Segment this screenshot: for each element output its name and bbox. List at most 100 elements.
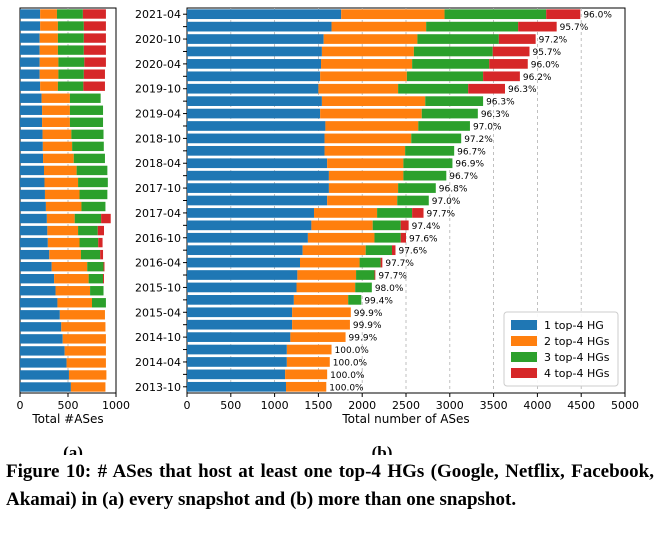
panel-a-bar-segment — [58, 57, 85, 67]
panel-a-bar-segment — [20, 201, 46, 212]
panel-b-bar-segment — [398, 183, 436, 193]
panel-a-bar-segment — [59, 310, 105, 320]
panel-a-bar-segment — [78, 177, 108, 188]
legend-label: 2 top-4 HGs — [544, 335, 610, 348]
panel-a-bar-segment — [83, 81, 105, 91]
panel-a-label: (a) — [63, 443, 83, 455]
panel-b-bar-label: 96.2% — [523, 73, 552, 83]
panel-b-y-tick-label: 2015-04 — [135, 306, 181, 319]
panel-b-x-tick-label: 5000 — [611, 399, 639, 412]
panel-a-bar-segment — [62, 334, 106, 344]
panel-a-bar-segment — [57, 33, 84, 43]
panel-a-bar-segment — [40, 21, 58, 31]
panel-b-bar-segment — [307, 232, 375, 243]
panel-b-y-tick-label: 2019-10 — [135, 83, 181, 96]
panel-b-bar-segment — [187, 96, 322, 106]
panel-b-bar-label: 97.6% — [398, 247, 427, 257]
panel-b-bar-segment — [331, 21, 427, 32]
panel-b-bar-segment — [314, 208, 378, 218]
figure-caption: Figure 10: # ASes that host at least one… — [6, 461, 654, 510]
panel-b-bar-segment — [187, 108, 321, 119]
panel-a-bar-segment — [97, 225, 104, 236]
panel-a-bar-segment — [88, 274, 104, 284]
panel-b-bar-segment — [187, 195, 328, 206]
panel-b-bar-segment — [425, 96, 484, 106]
panel-b-bar-label: 100.0% — [330, 371, 365, 381]
panel-a-bar-segment — [20, 165, 44, 176]
legend-label: 4 top-4 HGs — [544, 367, 610, 380]
panel-a-bar-segment — [57, 298, 92, 308]
panel-b-bar-segment — [328, 183, 399, 193]
panel-b-bar-segment — [293, 295, 349, 305]
panel-a-bar-segment — [44, 189, 80, 200]
panel-b-bar-segment — [468, 83, 505, 94]
panel-b-bar-label: 97.7% — [385, 259, 414, 269]
panel-a-bar-segment — [54, 274, 89, 284]
panel-b-x-tick-label: 500 — [220, 399, 241, 412]
panel-a-bar-segment — [79, 189, 108, 200]
panel-a-bar-segment — [20, 382, 71, 392]
panel-a-bar-segment — [87, 261, 104, 272]
panel-a-bar-segment — [81, 201, 106, 212]
panel-a-bar-segment — [72, 141, 104, 152]
panel-a-bar-segment — [78, 225, 98, 236]
panel-b-bar-label: 99.9% — [354, 309, 383, 319]
panel-a-bar-segment — [98, 237, 103, 248]
panel-b-bar-segment — [403, 170, 447, 181]
panel-b-bar-segment — [348, 295, 362, 305]
panel-a-bar-segment — [69, 105, 104, 115]
panel-a-bar-segment — [20, 9, 41, 19]
panel-b-y-tick-label: 2020-04 — [135, 58, 181, 71]
legend-swatch — [511, 368, 537, 378]
panel-b-bar-segment — [341, 9, 445, 20]
panel-b-bar-segment — [400, 232, 406, 243]
panel-a-bar-segment — [20, 310, 60, 320]
panel-a-bar-segment — [20, 298, 58, 308]
panel-a-bar-segment — [20, 189, 45, 200]
panel-b-bar-segment — [359, 257, 381, 268]
panel-a-bar-segment — [43, 153, 74, 164]
panel-b-bar-segment — [421, 108, 478, 119]
panel-b-bar-segment — [320, 108, 422, 119]
panel-b-y-tick-label: 2021-04 — [135, 8, 181, 21]
panel-b-bar-segment — [187, 145, 325, 156]
panel-a-bar-segment — [20, 334, 63, 344]
panel-b-bar-segment — [187, 257, 301, 268]
panel-b-y-tick-label: 2018-04 — [135, 157, 181, 170]
panel-b-bar-label: 100.0% — [329, 383, 364, 393]
panel-b-bar-segment — [187, 71, 321, 82]
panel-a-bar-segment — [40, 9, 57, 19]
panel-b-bar-label: 97.2% — [539, 36, 568, 46]
panel-b-bar-segment — [187, 245, 303, 256]
legend-swatch — [511, 352, 537, 362]
panel-b-x-tick-label: 4000 — [523, 399, 551, 412]
panel-b-bar-segment — [187, 307, 293, 318]
panel-a-bar-segment — [51, 261, 88, 272]
panel-a-bar-segment — [76, 165, 108, 176]
panel-a-bar-segment — [83, 33, 106, 43]
panel-b-bar-label: 97.7% — [427, 209, 456, 219]
panel-b-y-tick-label: 2017-10 — [135, 182, 181, 195]
panel-a-bar-segment — [42, 129, 72, 140]
panel-a-bar-segment — [45, 201, 82, 212]
panel-a-bar-segment — [20, 370, 69, 380]
panel-b-bar-label: 97.6% — [409, 234, 438, 244]
panel-a-x-tick-label: 1000 — [102, 399, 130, 412]
panel-b-bar-segment — [412, 59, 490, 69]
panel-a-bar-segment — [69, 117, 104, 127]
legend-label: 1 top-4 HG — [544, 319, 604, 332]
panel-a-bar-segment — [20, 261, 52, 272]
panel-b-bar-label: 96.9% — [455, 160, 484, 170]
panel-b-bar-segment — [374, 270, 376, 280]
panel-a-bar-segment — [103, 274, 104, 284]
panel-b-bar-label: 97.4% — [412, 222, 441, 232]
legend-swatch — [511, 336, 537, 346]
panel-b-x-tick-label: 1500 — [304, 399, 332, 412]
panel-a-bar-segment — [20, 249, 50, 260]
panel-a-bar-segment — [20, 177, 45, 188]
panel-a-bar-segment — [57, 81, 84, 91]
panel-b-bar-segment — [377, 208, 413, 218]
panel-a-bar-segment — [79, 237, 99, 248]
panel-b-bar-segment — [321, 96, 426, 106]
